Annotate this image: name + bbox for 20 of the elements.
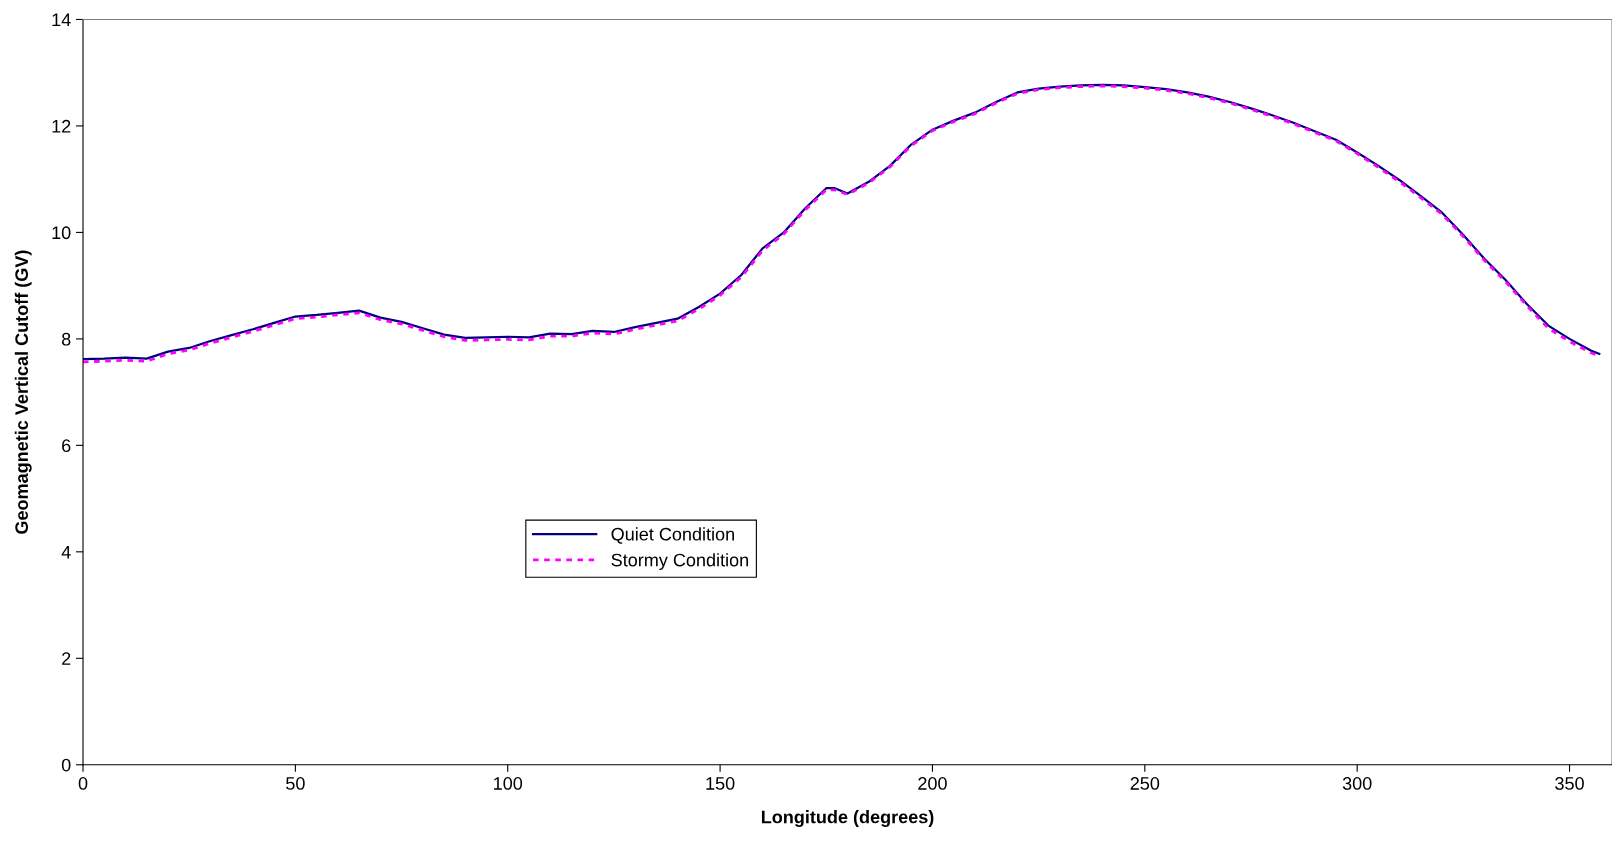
- legend-label: Stormy Condition: [611, 553, 748, 570]
- x-tick-label: 100: [494, 777, 523, 790]
- x-tick-label: 200: [918, 777, 947, 790]
- x-tick-label: 350: [1555, 777, 1584, 790]
- y-tick-label: 6: [62, 439, 71, 453]
- x-axis-title: Longitude (degrees): [761, 810, 934, 827]
- y-tick-label: 2: [62, 652, 71, 665]
- x-tick-label: 250: [1130, 777, 1160, 790]
- y-tick-label: 14: [52, 13, 71, 26]
- y-tick-label: 8: [61, 332, 71, 346]
- x-tick-label: 300: [1342, 777, 1372, 790]
- legend-label: Quiet Condition: [611, 527, 734, 544]
- x-tick-label: 150: [706, 777, 735, 790]
- x-tick-label: 0: [78, 777, 88, 790]
- y-tick-label: 4: [61, 545, 71, 559]
- y-axis-title: Geomagnetic Vertical Cutoff (GV): [14, 250, 32, 534]
- y-tick-label: 10: [52, 226, 71, 240]
- x-tick-label: 50: [286, 777, 305, 790]
- y-tick-label: 12: [52, 119, 71, 133]
- y-tick-label: 0: [61, 758, 71, 772]
